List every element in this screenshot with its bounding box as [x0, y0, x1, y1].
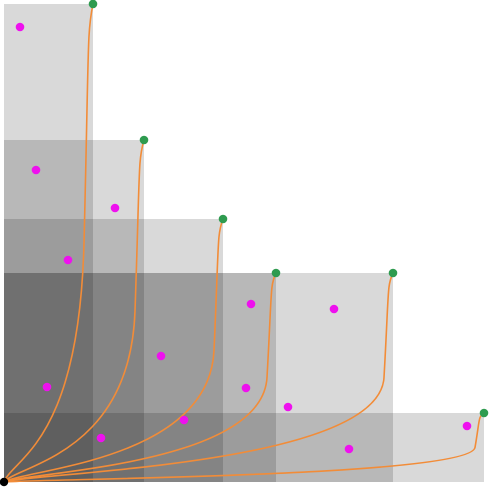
point-layer [15, 22, 472, 454]
dominated-region-4 [4, 273, 276, 482]
sample-point-3 [110, 203, 120, 213]
curve-layer [3, 3, 485, 483]
dominated-region-1 [4, 4, 93, 482]
frontier-point-6 [479, 408, 489, 418]
sample-point-8 [42, 382, 52, 392]
path-curve-1 [3, 3, 94, 483]
sample-point-13 [344, 444, 354, 454]
sample-point-4 [63, 255, 73, 265]
region-layer [4, 4, 484, 482]
sample-point-5 [246, 299, 256, 309]
dominated-region-2 [4, 140, 144, 482]
sample-point-2 [31, 165, 41, 175]
origin-point [0, 477, 9, 487]
frontier-point-3 [218, 214, 228, 224]
path-curve-6 [3, 412, 485, 483]
path-curve-2 [3, 139, 145, 483]
path-curve-5 [3, 272, 394, 483]
sample-point-6 [329, 304, 339, 314]
path-curve-3 [3, 218, 224, 483]
sample-point-10 [283, 402, 293, 412]
frontier-point-4 [271, 268, 281, 278]
sample-point-11 [179, 415, 189, 425]
endpoint-layer [88, 0, 489, 418]
sample-point-9 [241, 383, 251, 393]
sample-point-12 [96, 433, 106, 443]
sample-point-14 [462, 421, 472, 431]
frontier-point-1 [88, 0, 98, 9]
dominated-region-6 [4, 413, 484, 482]
frontier-point-2 [139, 135, 149, 145]
frontier-point-5 [388, 268, 398, 278]
path-curve-4 [3, 272, 277, 483]
sample-point-1 [15, 22, 25, 32]
sample-point-7 [156, 351, 166, 361]
